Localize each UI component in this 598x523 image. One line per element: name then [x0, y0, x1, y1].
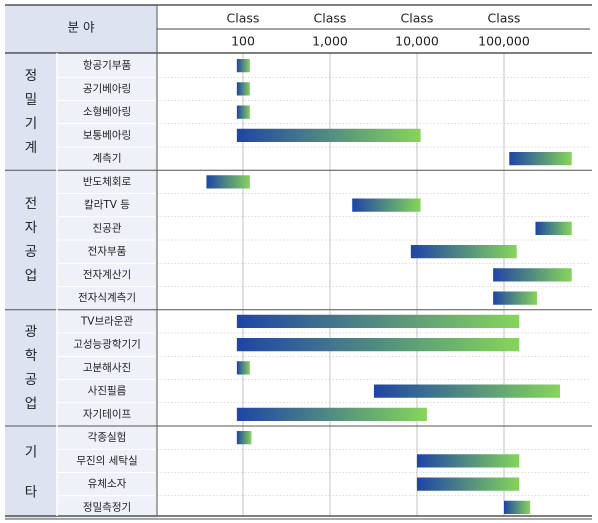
group-label-char: 밀: [25, 92, 37, 108]
item-cell: [57, 54, 157, 78]
item-label: 자기테이프: [83, 408, 132, 420]
class-label-top: Class: [488, 11, 521, 26]
item-cell: [57, 123, 157, 147]
item-label: 무진의 세탁실: [76, 455, 137, 467]
item-cell: [57, 100, 157, 124]
group-label-char: 공: [25, 244, 37, 260]
item-cell: [57, 402, 157, 426]
group-label-char: 계: [25, 140, 37, 156]
class-label-value: 10,000: [395, 34, 439, 49]
group-label-char: 자: [25, 220, 38, 236]
range-bar: [236, 338, 520, 352]
range-bar: [236, 361, 250, 375]
range-bar: [509, 152, 572, 166]
item-label: 소형베아링: [83, 106, 131, 118]
range-bar: [236, 407, 427, 421]
item-cell: [57, 216, 157, 240]
class-label-top: Class: [314, 11, 347, 26]
item-label: 정밀측정기: [83, 501, 131, 513]
item-label: 전자부품: [88, 246, 127, 258]
range-bar: [352, 198, 421, 212]
range-bar: [236, 59, 250, 73]
item-label: 보통베아링: [83, 129, 131, 141]
group-label-char: 공: [25, 372, 37, 388]
item-label: 계측기: [93, 153, 122, 165]
group-label-char: 기: [25, 116, 37, 132]
range-bar: [493, 291, 538, 305]
group-label-char: 전: [25, 196, 37, 212]
item-cell: [57, 333, 157, 357]
range-bar: [236, 105, 250, 119]
range-bar: [417, 477, 520, 491]
item-label: 진공관: [93, 222, 122, 234]
class-label-value: 1,000: [312, 34, 348, 49]
item-cell: [57, 309, 157, 333]
class-label-top: Class: [227, 11, 260, 26]
item-label: 전자식계측기: [78, 292, 136, 304]
item-label: 공기베아링: [83, 83, 131, 95]
item-label: 고성능광학기기: [73, 339, 141, 351]
item-cell: [57, 170, 157, 194]
item-label: 각종실험: [88, 432, 127, 444]
item-label: TV브라운관: [80, 315, 134, 327]
item-label: 칼라TV 등: [84, 198, 130, 211]
group-cell: [5, 54, 57, 171]
range-bar: [373, 384, 560, 398]
item-label: 항공기부품: [83, 60, 132, 72]
item-cell: [57, 472, 157, 496]
item-cell: [57, 193, 157, 217]
group-cell: [5, 426, 57, 519]
group-label-char: 학: [25, 348, 37, 364]
group-label-char: 타: [25, 485, 38, 501]
class-label-value: 100,000: [478, 34, 530, 49]
group-label-char: 기: [25, 445, 37, 461]
item-cell: [57, 147, 157, 171]
group-label-char: 정: [25, 68, 37, 84]
class-label-top: Class: [401, 11, 434, 26]
range-bar: [493, 268, 572, 282]
range-bar: [417, 454, 520, 468]
item-label: 사진필름: [88, 385, 127, 397]
item-cell: [57, 379, 157, 403]
item-label: 유체소자: [88, 478, 127, 490]
item-label: 전자계산기: [83, 269, 131, 281]
range-bar: [236, 82, 250, 96]
class-label-value: 100: [231, 34, 255, 49]
item-label: 반도체회로: [83, 176, 132, 188]
range-bar: [410, 245, 517, 259]
header-field-bg: [5, 5, 157, 53]
range-bar: [236, 128, 421, 142]
group-label-char: 광: [25, 324, 37, 340]
item-cell: [57, 263, 157, 287]
range-bar: [535, 221, 572, 235]
group-label-char: 업: [25, 396, 37, 412]
range-bar: [236, 431, 252, 445]
item-cell: [57, 426, 157, 450]
item-cell: [57, 356, 157, 380]
header-field-label: 분 야: [68, 20, 95, 35]
item-cell: [57, 495, 157, 519]
group-label-char: 업: [25, 268, 37, 284]
item-cell: [57, 286, 157, 310]
range-bar: [236, 314, 520, 328]
group-cell: [5, 170, 57, 310]
group-cell: [5, 309, 57, 426]
item-cell: [57, 449, 157, 473]
range-bar: [504, 500, 531, 514]
item-cell: [57, 77, 157, 101]
item-label: 고분해사진: [83, 361, 131, 374]
item-cell: [57, 240, 157, 264]
range-bar: [206, 175, 250, 189]
